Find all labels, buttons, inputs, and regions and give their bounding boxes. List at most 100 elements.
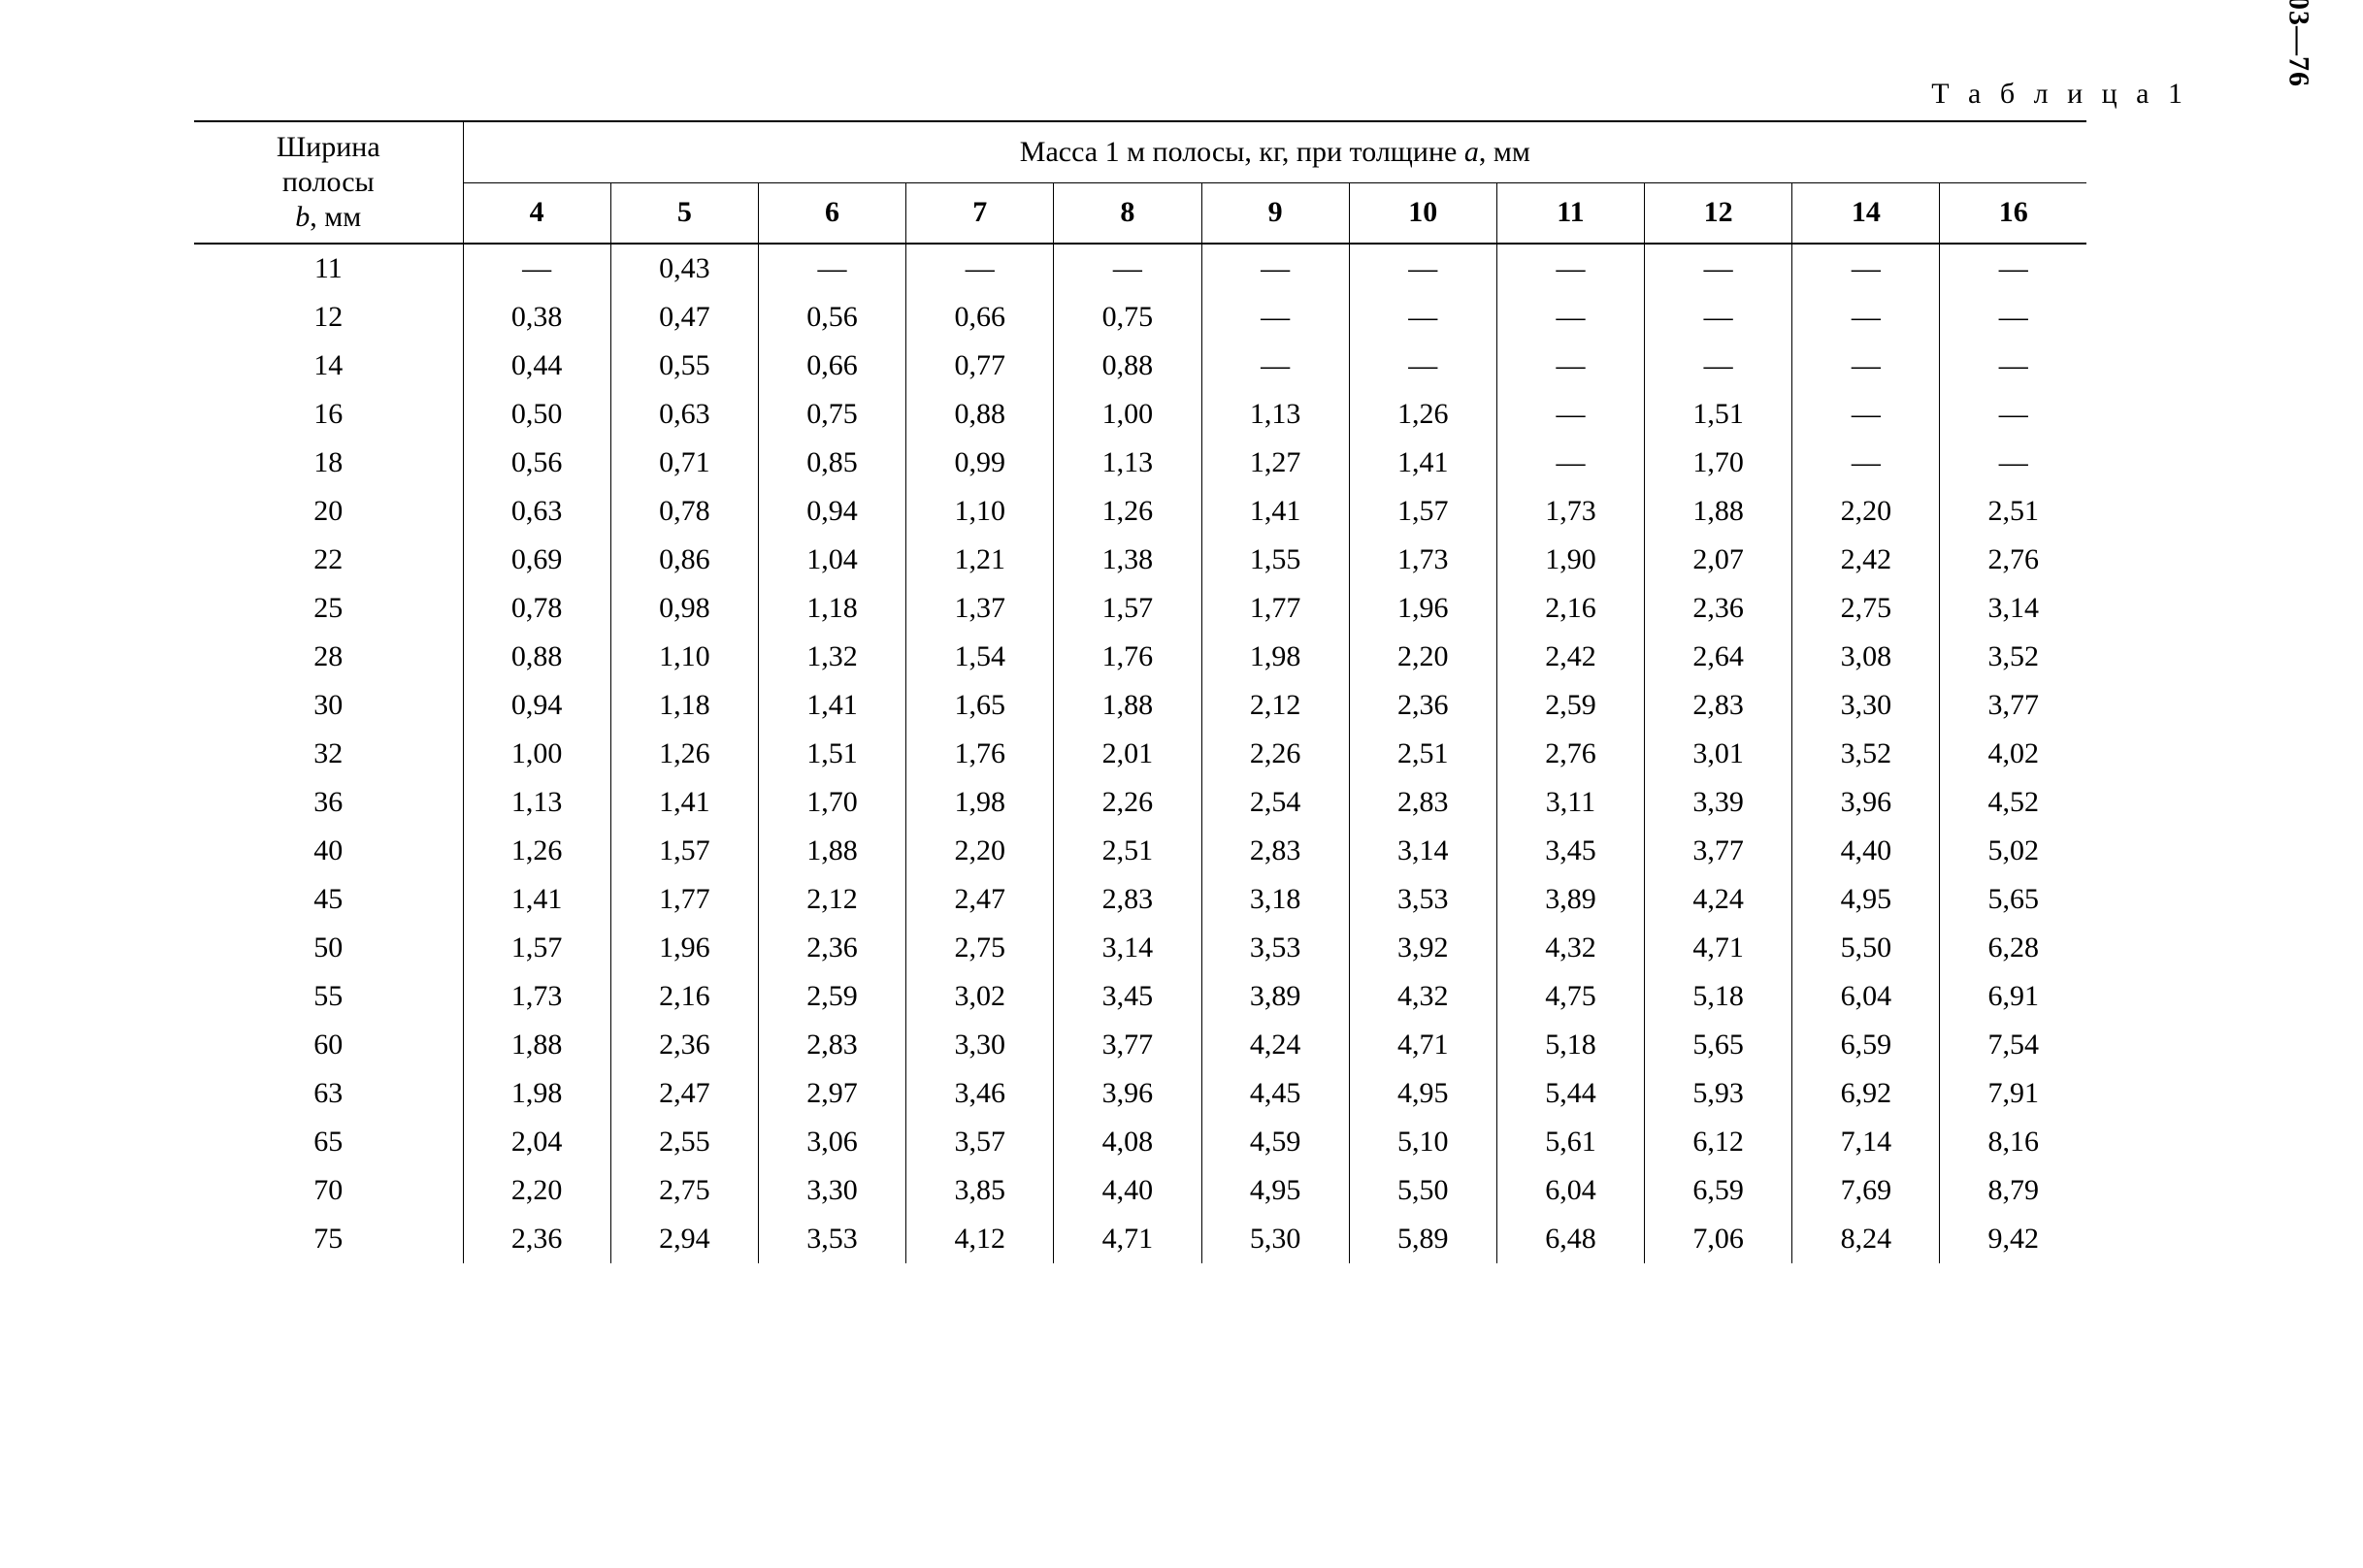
table-body: 11—0,43—————————120,380,470,560,660,75——… — [194, 244, 2086, 1263]
mass-cell: 1,98 — [906, 778, 1054, 827]
mass-cell: 4,08 — [1054, 1118, 1201, 1166]
mass-cell: 4,12 — [906, 1215, 1054, 1263]
mass-cell: — — [1645, 293, 1792, 342]
mass-cell: 1,10 — [906, 487, 1054, 536]
mass-cell: 5,50 — [1349, 1166, 1496, 1215]
mass-cell: 1,04 — [758, 536, 905, 584]
mass-cell: 2,94 — [610, 1215, 758, 1263]
mass-cell: 4,95 — [1349, 1069, 1496, 1118]
table-row: 631,982,472,973,463,964,454,955,445,936,… — [194, 1069, 2086, 1118]
table-row: 300,941,181,411,651,882,122,362,592,833,… — [194, 681, 2086, 730]
mass-cell: 2,20 — [1792, 487, 1940, 536]
mass-cell: 4,71 — [1645, 924, 1792, 972]
mass-cell: 2,36 — [758, 924, 905, 972]
mass-cell: 5,10 — [1349, 1118, 1496, 1166]
table-row: 702,202,753,303,854,404,955,506,046,597,… — [194, 1166, 2086, 1215]
row-width-cell: 63 — [194, 1069, 463, 1118]
mass-cell: — — [1940, 342, 2086, 390]
table-row: 220,690,861,041,211,381,551,731,902,072,… — [194, 536, 2086, 584]
mass-cell: 4,32 — [1496, 924, 1644, 972]
mass-cell: 8,24 — [1792, 1215, 1940, 1263]
mass-cell: 2,83 — [1645, 681, 1792, 730]
mass-cell: 2,16 — [1496, 584, 1644, 633]
mass-cell: 1,73 — [1496, 487, 1644, 536]
mass-cell: 2,36 — [1349, 681, 1496, 730]
mass-cell: — — [758, 244, 905, 293]
mass-cell: 5,02 — [1940, 827, 2086, 875]
mass-cell: 1,54 — [906, 633, 1054, 681]
mass-cell: 0,86 — [610, 536, 758, 584]
mass-cell: 7,91 — [1940, 1069, 2086, 1118]
row-width-cell: 20 — [194, 487, 463, 536]
mass-cell: 6,92 — [1792, 1069, 1940, 1118]
mass-cell: 1,51 — [758, 730, 905, 778]
mass-cell: 0,55 — [610, 342, 758, 390]
table-row: 361,131,411,701,982,262,542,833,113,393,… — [194, 778, 2086, 827]
row-width-cell: 18 — [194, 439, 463, 487]
mass-cell: 2,20 — [463, 1166, 610, 1215]
mass-cell: 0,69 — [463, 536, 610, 584]
mass-cell: — — [1201, 293, 1349, 342]
mass-cell: 3,14 — [1054, 924, 1201, 972]
mass-cell: 3,96 — [1054, 1069, 1201, 1118]
mass-cell: 2,59 — [1496, 681, 1644, 730]
mass-cell: 0,99 — [906, 439, 1054, 487]
mass-cell: 1,13 — [1201, 390, 1349, 439]
table-row: 280,881,101,321,541,761,982,202,422,643,… — [194, 633, 2086, 681]
row-header-line1: Ширина — [277, 131, 380, 163]
mass-cell: — — [463, 244, 610, 293]
mass-cell: 8,79 — [1940, 1166, 2086, 1215]
row-header-line2: полосы — [282, 166, 375, 198]
row-width-cell: 14 — [194, 342, 463, 390]
row-width-cell: 75 — [194, 1215, 463, 1263]
mass-cell: 0,88 — [1054, 342, 1201, 390]
mass-cell: 2,42 — [1792, 536, 1940, 584]
table-row: 250,780,981,181,371,571,771,962,162,362,… — [194, 584, 2086, 633]
mass-cell: — — [1940, 293, 2086, 342]
mass-cell: 0,38 — [463, 293, 610, 342]
mass-cell: 6,59 — [1792, 1021, 1940, 1069]
mass-cell: — — [1792, 244, 1940, 293]
mass-cell: 4,59 — [1201, 1118, 1349, 1166]
table-row: 551,732,162,593,023,453,894,324,755,186,… — [194, 972, 2086, 1021]
mass-cell: 1,00 — [463, 730, 610, 778]
row-width-cell: 12 — [194, 293, 463, 342]
mass-cell: 1,65 — [906, 681, 1054, 730]
mass-cell: 5,44 — [1496, 1069, 1644, 1118]
mass-cell: 3,89 — [1201, 972, 1349, 1021]
mass-cell: 1,57 — [1349, 487, 1496, 536]
mass-cell: 6,91 — [1940, 972, 2086, 1021]
mass-cell: 1,73 — [463, 972, 610, 1021]
mass-cell: 4,71 — [1054, 1215, 1201, 1263]
row-header-label: Ширина полосы b, мм — [194, 121, 463, 244]
mass-cell: 6,48 — [1496, 1215, 1644, 1263]
mass-cell: 6,04 — [1792, 972, 1940, 1021]
mass-cell: 0,63 — [610, 390, 758, 439]
mass-cell: 5,50 — [1792, 924, 1940, 972]
mass-cell: 1,88 — [758, 827, 905, 875]
group-header-suffix: , мм — [1479, 136, 1530, 168]
mass-cell: 2,75 — [906, 924, 1054, 972]
mass-cell: 3,30 — [906, 1021, 1054, 1069]
mass-cell: 0,78 — [463, 584, 610, 633]
mass-cell: 4,95 — [1792, 875, 1940, 924]
mass-cell: 1,70 — [758, 778, 905, 827]
mass-cell: — — [1496, 390, 1644, 439]
mass-cell: 1,76 — [906, 730, 1054, 778]
col-header: 4 — [463, 182, 610, 244]
mass-cell: 2,26 — [1054, 778, 1201, 827]
mass-cell: 3,06 — [758, 1118, 905, 1166]
table-row: 451,411,772,122,472,833,183,533,894,244,… — [194, 875, 2086, 924]
mass-cell: — — [1496, 293, 1644, 342]
mass-cell: 6,12 — [1645, 1118, 1792, 1166]
mass-cell: — — [1201, 244, 1349, 293]
mass-cell: — — [1940, 439, 2086, 487]
mass-cell: 2,83 — [1054, 875, 1201, 924]
mass-cell: 4,95 — [1201, 1166, 1349, 1215]
mass-cell: 3,52 — [1792, 730, 1940, 778]
mass-cell: 2,64 — [1645, 633, 1792, 681]
mass-cell: 3,89 — [1496, 875, 1644, 924]
mass-cell: 2,76 — [1496, 730, 1644, 778]
mass-cell: 3,53 — [1349, 875, 1496, 924]
mass-cell: 2,36 — [463, 1215, 610, 1263]
